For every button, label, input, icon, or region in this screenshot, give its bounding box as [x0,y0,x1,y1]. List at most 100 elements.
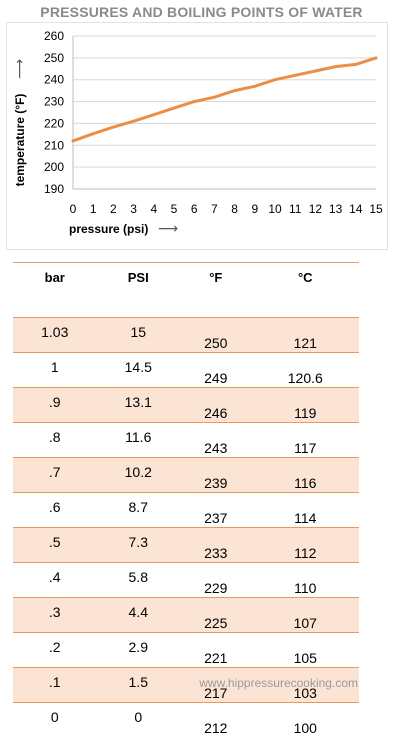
cell-psi: 13.1 [97,388,181,423]
x-tick-label: 14 [349,202,363,216]
cell-bar: .5 [13,528,97,563]
table-spacer-cell [13,291,359,318]
cell-fahrenheit: 243 [180,423,252,458]
cell-fahrenheit: 229 [180,563,252,598]
y-tick-label: 200 [44,160,64,174]
data-point [334,65,337,68]
header-celsius: °C [252,263,359,292]
y-tick-label: 260 [44,29,64,43]
cell-bar: .4 [13,563,97,598]
data-point [112,126,115,129]
table-header: bar PSI °F °C [13,263,359,292]
cell-celsius: 119 [252,388,359,423]
data-point [173,107,176,110]
data-point [72,140,75,143]
cell-fahrenheit: 246 [180,388,252,423]
cell-celsius: 120.6 [252,353,359,388]
cell-celsius: 100 [252,703,359,737]
cell-psi: 0 [97,703,181,737]
cell-psi: 2.9 [97,633,181,668]
cell-fahrenheit: 239 [180,458,252,493]
x-tick-label: 6 [191,202,198,216]
cell-bar: .8 [13,423,97,458]
y-tick-label: 230 [44,95,64,109]
footer-url: www.hippressurecooking.com [199,676,358,690]
page-title: PRESSURES AND BOILING POINTS OF WATER [0,4,403,20]
y-tick-label: 250 [44,51,64,65]
y-axis-arrow: ⟶ [12,59,28,79]
data-point [314,70,317,73]
y-tick-label: 210 [44,138,64,152]
cell-bar: .2 [13,633,97,668]
data-point [375,56,378,59]
cell-bar: .1 [13,668,97,703]
header-psi: PSI [97,263,181,292]
series-line [73,58,376,141]
data-point [92,132,95,135]
cell-bar: .9 [13,388,97,423]
x-tick-label: 13 [329,202,343,216]
cell-fahrenheit: 233 [180,528,252,563]
x-tick-label: 3 [130,202,137,216]
data-point [193,100,196,103]
x-tick-label: 5 [171,202,178,216]
x-tick-label: 11 [289,202,302,216]
y-tick-label: 220 [44,116,64,130]
cell-celsius: 107 [252,598,359,633]
cell-psi: 8.7 [97,493,181,528]
x-axis-label: pressure (psi) [69,222,148,236]
data-point [294,74,297,77]
cell-celsius: 105 [252,633,359,668]
cell-bar: .6 [13,493,97,528]
cell-bar: .3 [13,598,97,633]
x-tick-label: 12 [309,202,323,216]
cell-fahrenheit: 221 [180,633,252,668]
cell-bar: 1 [13,353,97,388]
cell-celsius: 116 [252,458,359,493]
data-point [213,96,216,99]
x-tick-label: 4 [150,202,157,216]
cell-psi: 4.4 [97,598,181,633]
cell-celsius: 114 [252,493,359,528]
cell-fahrenheit: 237 [180,493,252,528]
data-point [233,89,236,92]
data-point [354,63,357,66]
x-tick-label: 0 [70,202,77,216]
cell-fahrenheit: 212 [180,703,252,737]
cell-bar: 0 [13,703,97,737]
cell-psi: 11.6 [97,423,181,458]
table-spacer [13,291,359,318]
header-bar: bar [13,263,97,292]
data-point [132,120,135,123]
cell-celsius: 117 [252,423,359,458]
x-tick-label: 15 [369,202,383,216]
cell-psi: 10.2 [97,458,181,493]
data-point [253,85,256,88]
cell-bar: .7 [13,458,97,493]
cell-psi: 1.5 [97,668,181,703]
data-point [274,78,277,81]
x-tick-label: 10 [268,202,282,216]
x-tick-label: 7 [211,202,218,216]
x-tick-label: 8 [231,202,238,216]
cell-fahrenheit: 249 [180,353,252,388]
x-tick-label: 9 [251,202,258,216]
x-tick-label: 2 [110,202,117,216]
cell-bar: 1.03 [13,318,97,353]
x-axis-arrow: ⟶ [158,221,178,237]
y-axis-label: temperature (°F) [13,94,27,187]
